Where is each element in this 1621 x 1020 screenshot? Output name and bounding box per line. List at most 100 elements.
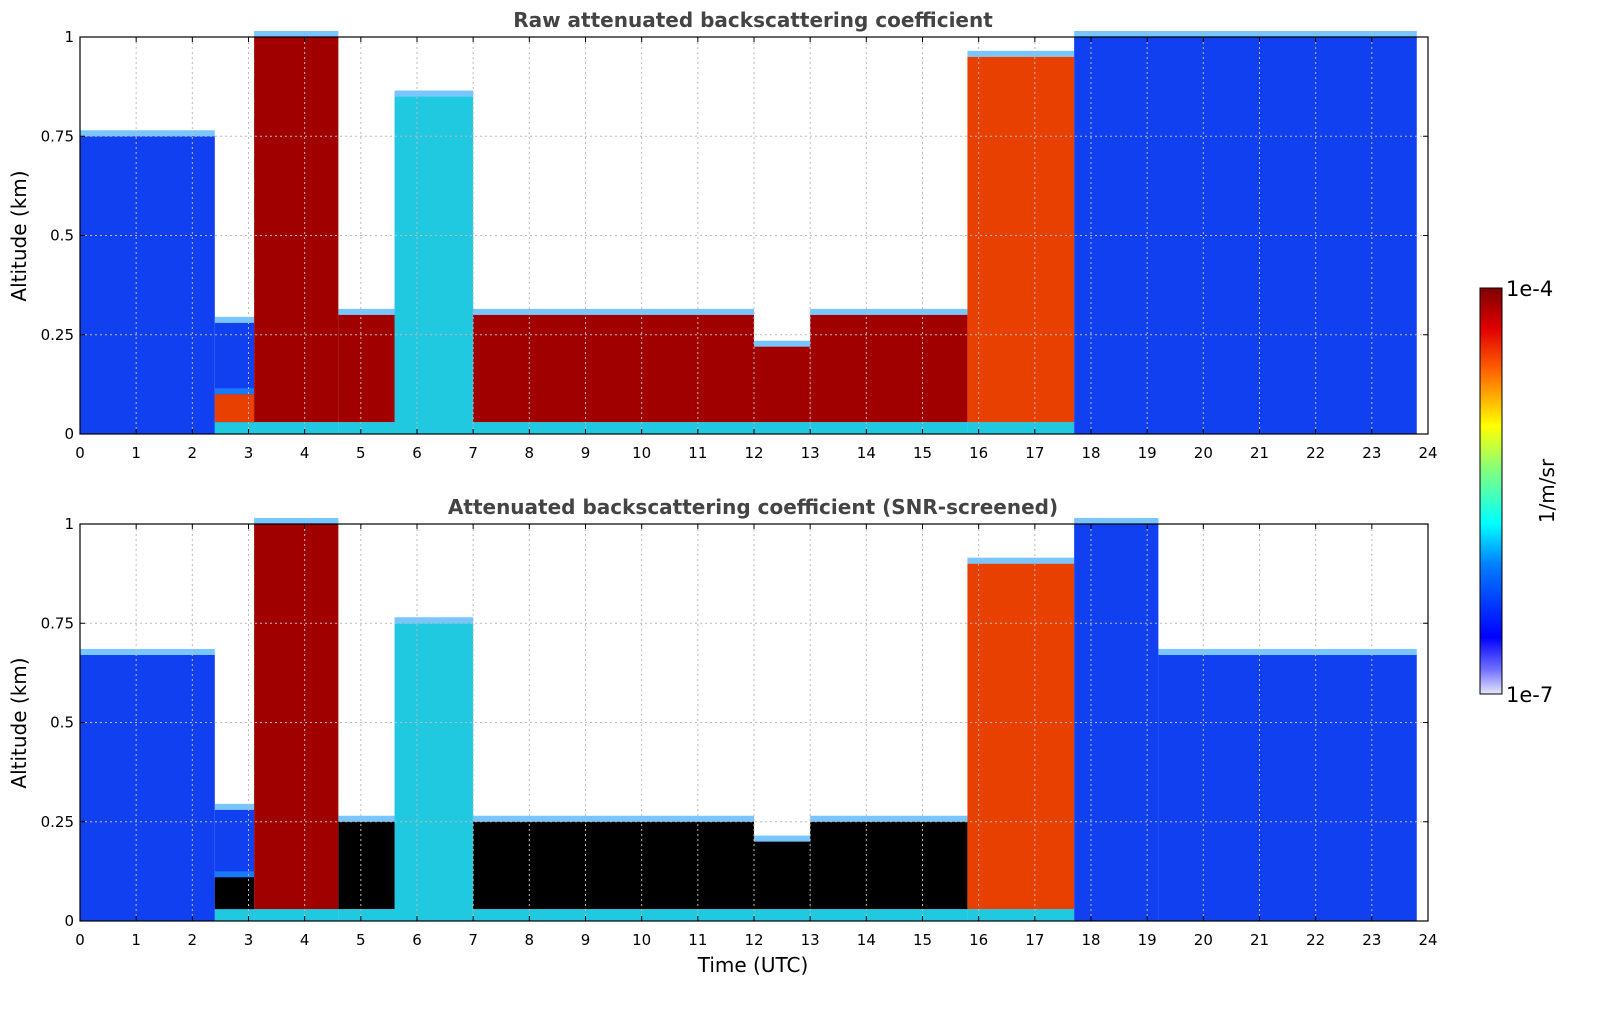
panel-raw-surface-band [754,422,811,434]
colorbar-unit-label: 1/m/sr [1535,458,1559,523]
colorbar: 1e-4 1e-7 1/m/sr [1479,277,1559,707]
panel-screened-region-edge [214,871,255,878]
panel-screened-x-tick-label: 23 [1362,931,1381,949]
panel-screened-x-tick-label: 22 [1306,931,1325,949]
panel-raw-x-tick-label: 12 [744,444,763,462]
panel-screened-x-tick-label: 13 [801,931,820,949]
panel-raw-x-tick-label: 1 [131,444,141,462]
panel-screened-region [80,655,215,921]
panel-screened-x-tick-label: 14 [857,931,876,949]
panel-raw-region-edge [394,90,474,97]
panel-screened-y-label: Altitude (km) [7,657,31,788]
panel-raw-region [254,37,339,423]
panel-screened-y-tick-label: 1 [64,515,74,533]
panel-screened-x-ticks: 0 1 2 3 4 5 6 7 8 9 10 11 12 13 14 15 16 17 18 19 20 21 22 23 24 [75,524,1438,949]
panel-raw-x-tick-label: 5 [356,444,366,462]
panel-raw-y-tick-label: 0.5 [50,227,74,245]
panel-screened-x-tick-label: 17 [1025,931,1044,949]
panel-raw-region [754,346,811,423]
panel-raw-region [967,56,1075,423]
panel-screened-surface-band [254,909,339,921]
panel-raw-region-edge [473,308,754,315]
panel-raw-region-edge [967,50,1075,57]
panel-screened: Attenuated backscattering coefficient (S… [7,495,1438,977]
panel-raw-x-tick-label: 6 [412,444,422,462]
panel-screened-region-edge [1158,649,1417,656]
panel-screened-region-edge [394,617,474,624]
panel-raw-x-tick-label: 19 [1138,444,1157,462]
panel-screened-region [1158,655,1417,921]
panel-raw-region-edge [254,31,339,37]
panel-screened-x-label: Time (UTC) [697,953,809,977]
panel-raw-surface-band [473,422,754,434]
panel-screened-region-edge [214,803,255,810]
panel-screened-surface-band [810,909,968,921]
panel-raw-x-tick-label: 11 [688,444,707,462]
panel-raw-x-tick-label: 4 [300,444,310,462]
panel-raw-y-tick-label: 0.75 [41,127,74,145]
panel-screened-y-tick-label: 0.25 [41,813,74,831]
panel-screened-x-tick-label: 12 [744,931,763,949]
panel-screened-surface-band [754,909,811,921]
panel-raw-region [810,314,968,423]
panel-raw-surface-band [810,422,968,434]
panel-screened-y-tick-label: 0.5 [50,714,74,732]
panel-screened-title: Attenuated backscattering coefficient (S… [448,495,1058,519]
panel-raw-x-tick-label: 16 [969,444,988,462]
panel-screened-x-tick-label: 4 [300,931,310,949]
panel-screened-surface-band [473,909,754,921]
colorbar-min-label: 1e-7 [1506,683,1553,707]
panel-screened-region-edge [80,649,215,656]
panel-screened-region [754,841,811,910]
panel-raw-x-tick-label: 23 [1362,444,1381,462]
panel-raw-x-ticks: 0 1 2 3 4 5 6 7 8 9 10 11 12 13 14 15 16 17 18 19 20 21 22 23 24 [75,37,1438,462]
panel-raw-region [394,96,474,435]
panel-raw-x-tick-label: 7 [468,444,478,462]
panel-screened-region [214,877,255,910]
panel-screened-region-edge [754,835,811,842]
panel-raw-y-tick-label: 0 [64,425,74,443]
panel-screened-surface-band [214,909,255,921]
panel-screened-region [254,524,339,910]
panel-screened-x-tick-label: 6 [412,931,422,949]
panel-screened-x-tick-label: 18 [1081,931,1100,949]
panel-raw-x-tick-label: 10 [632,444,651,462]
panel-screened-x-tick-label: 24 [1418,931,1437,949]
panel-screened-x-tick-label: 0 [75,931,85,949]
panel-screened-region-edge [1074,518,1159,524]
panel-screened-x-tick-label: 2 [188,931,198,949]
panel-screened-region [967,563,1075,910]
panel-raw-y-tick-label: 1 [64,28,74,46]
panel-screened-x-tick-label: 15 [913,931,932,949]
panel-raw-x-tick-label: 21 [1250,444,1269,462]
panel-raw-x-tick-label: 24 [1418,444,1437,462]
panel-raw-region-edge [80,130,215,137]
panel-raw-region-edge [214,388,255,395]
panel-screened-x-tick-label: 19 [1138,931,1157,949]
panel-raw-x-tick-label: 17 [1025,444,1044,462]
panel-screened-region-edge [810,815,968,822]
panel-screened-region [473,821,754,910]
panel-raw-surface-band [967,422,1075,434]
panel-raw-region [214,394,255,423]
panel-raw-y-label: Altitude (km) [7,170,31,301]
panel-raw-region-edge [214,316,255,323]
panel-raw-x-tick-label: 0 [75,444,85,462]
panel-screened-x-tick-label: 16 [969,931,988,949]
panel-raw-region [80,136,215,434]
panel-screened-region-edge [473,815,754,822]
panel-raw-x-tick-label: 3 [244,444,254,462]
panel-raw-region-edge [810,308,968,315]
panel-screened-x-tick-label: 10 [632,931,651,949]
panel-raw-plot-area [80,31,1428,435]
panel-raw-x-tick-label: 2 [188,444,198,462]
panel-screened-region [394,623,474,921]
panel-screened-region-edge [967,557,1075,564]
panel-raw: Raw attenuated backscattering coefficien… [7,8,1438,462]
colorbar-max-label: 1e-4 [1506,277,1553,301]
panel-screened-surface-band [967,909,1075,921]
panel-raw-x-tick-label: 9 [581,444,591,462]
panel-raw-y-tick-label: 0.25 [41,326,74,344]
panel-screened-region [810,821,968,910]
